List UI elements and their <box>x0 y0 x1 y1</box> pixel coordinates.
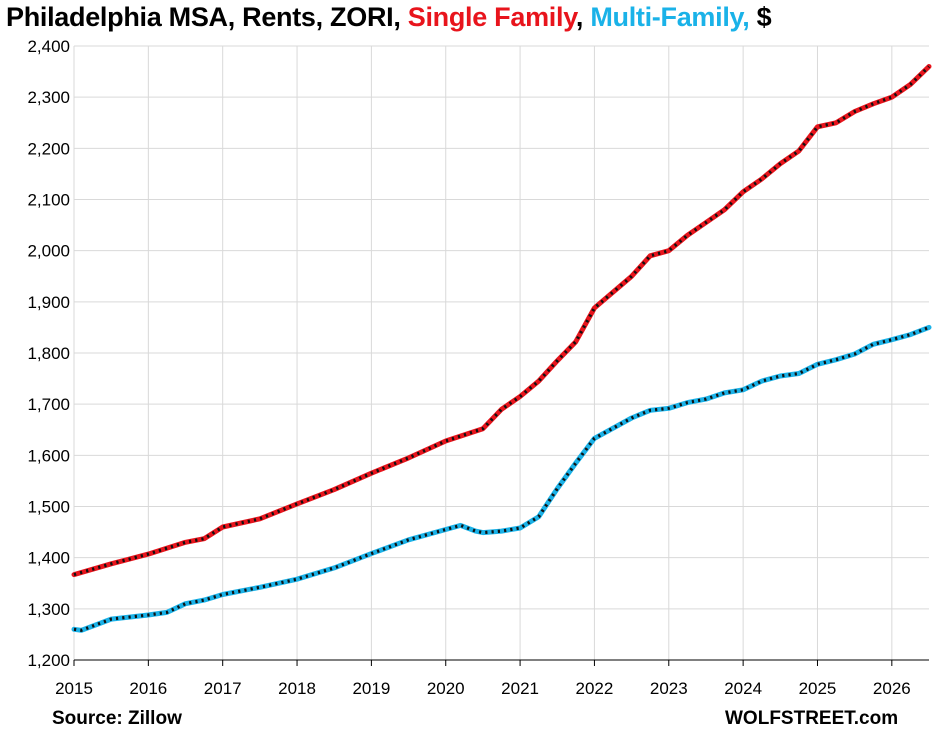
x-tick-label: 2015 <box>55 679 93 698</box>
y-tick-label: 1,200 <box>27 651 70 670</box>
y-tick-label: 2,300 <box>27 88 70 107</box>
y-tick-label: 1,300 <box>27 600 70 619</box>
y-tick-label: 2,400 <box>27 37 70 56</box>
y-tick-label: 2,200 <box>27 139 70 158</box>
y-tick-label: 1,700 <box>27 395 70 414</box>
single-family-line-markers <box>73 65 931 577</box>
title-separator: , <box>575 2 591 32</box>
x-tick-label: 2020 <box>427 679 465 698</box>
y-tick-label: 2,100 <box>27 191 70 210</box>
x-axis-ticks: 2015 2016 2017 2018 2019 2020 2021 2022 2023 2024… <box>55 660 911 698</box>
y-tick-label: 1,400 <box>27 549 70 568</box>
y-tick-label: 1,900 <box>27 293 70 312</box>
x-tick-label: 2023 <box>650 679 688 698</box>
multi-family-line-markers <box>73 325 930 632</box>
brand-label: WOLFSTREET.com <box>725 708 899 729</box>
y-tick-label: 1,500 <box>27 498 70 517</box>
multi-family-line <box>71 324 932 633</box>
title-multi-family: Multi-Family, <box>590 2 750 32</box>
x-tick-label: 2025 <box>799 679 837 698</box>
y-tick-label: 2,000 <box>27 242 70 261</box>
x-tick-label: 2024 <box>724 679 762 698</box>
chart-title: Philadelphia MSA, Rents, ZORI, Single Fa… <box>6 2 772 33</box>
series-group <box>71 64 932 633</box>
x-tick-label: 2016 <box>129 679 167 698</box>
x-tick-label: 2017 <box>204 679 242 698</box>
x-tick-label: 2019 <box>352 679 390 698</box>
x-tick-label: 2018 <box>278 679 316 698</box>
y-axis-ticks: 1,200 1,300 1,400 1,500 1,600 1,700 1,800 1,900… <box>27 37 70 670</box>
title-part-1: Philadelphia MSA, Rents, ZORI, <box>6 2 408 32</box>
single-family-line <box>71 64 932 578</box>
x-tick-label: 2026 <box>873 679 911 698</box>
x-tick-label: 2022 <box>576 679 614 698</box>
grid-lines <box>73 45 929 660</box>
source-label: Source: Zillow <box>52 708 182 729</box>
title-single-family: Single Family <box>407 2 576 32</box>
x-tick-label: 2021 <box>501 679 539 698</box>
y-tick-label: 1,600 <box>27 446 70 465</box>
title-part-2: $ <box>749 2 772 32</box>
y-tick-label: 1,800 <box>27 344 70 363</box>
